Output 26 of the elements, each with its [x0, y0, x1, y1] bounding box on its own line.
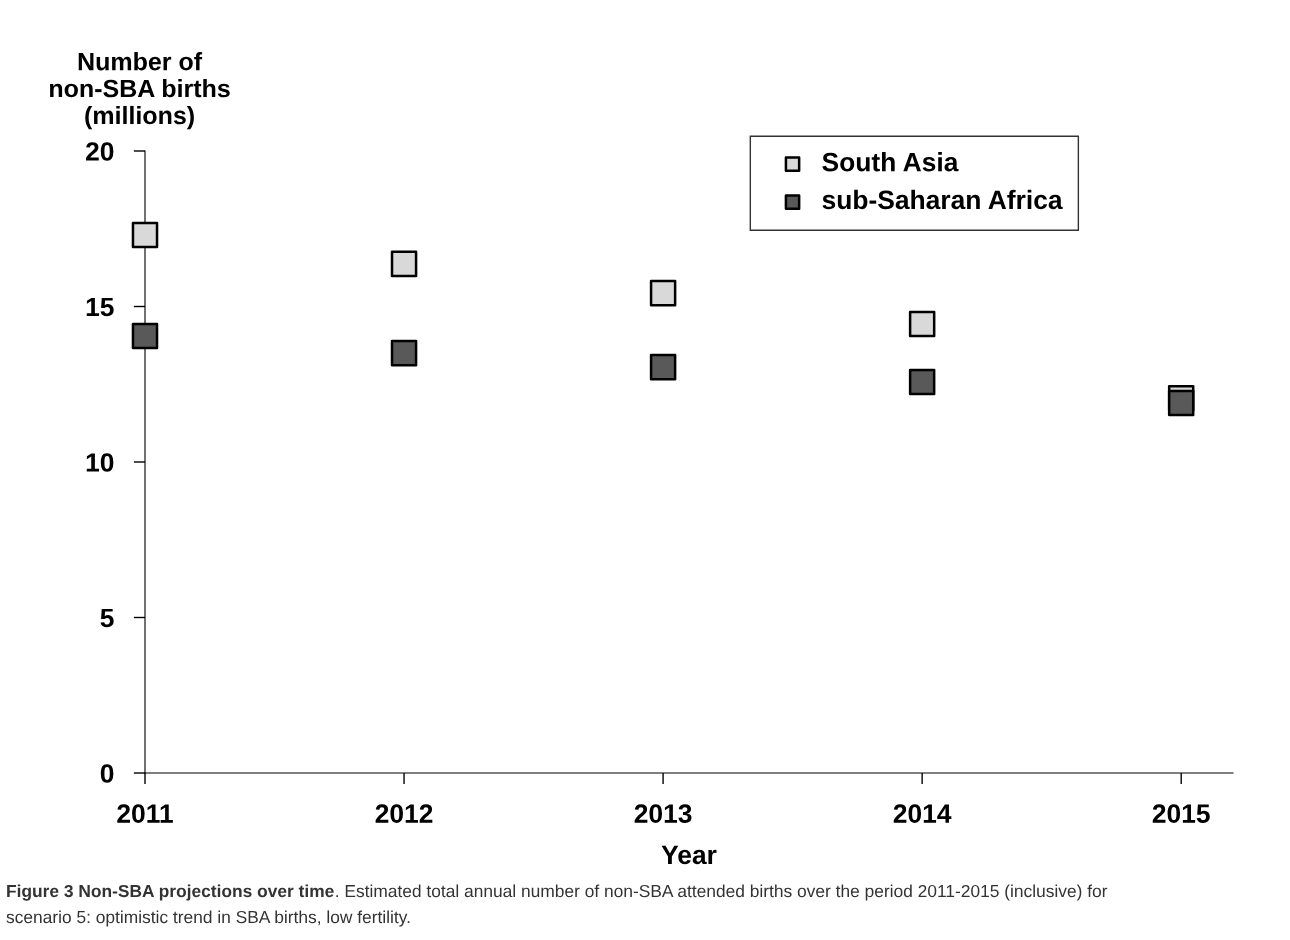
point — [649, 279, 677, 307]
x-tick-label: 2014 — [893, 804, 952, 823]
x-tick-label: 2013 — [634, 804, 692, 823]
point — [1167, 389, 1195, 417]
point — [649, 353, 677, 381]
point — [131, 322, 159, 350]
x-axis-title: Year — [661, 845, 717, 865]
x-tick-label: 2015 — [1152, 804, 1210, 823]
x-tick-label: 2011 — [117, 804, 173, 823]
y-tick-label: 5 — [100, 608, 114, 628]
x-tick-label: 2012 — [375, 804, 433, 823]
point — [390, 339, 418, 367]
point — [131, 221, 159, 249]
point — [390, 250, 418, 278]
point — [908, 368, 936, 396]
y-tick-label: 15 — [86, 297, 114, 317]
y-tick-label: 0 — [100, 764, 114, 783]
legend-label: sub-Saharan Africa — [822, 189, 1063, 210]
y-tick-label: 10 — [86, 453, 114, 472]
caption: Figure 3 Non-SBA projections over time — [7, 884, 334, 901]
text: . Estimated total annual number of non-SBA attended births over the period 2011-2015 (inclusive) for — [336, 884, 1108, 901]
text: scenario 5: optimistic trend in SBA births, low fertility. — [6, 910, 410, 927]
y-axis-title: Number of non-SBA births (millions) — [50, 52, 230, 130]
y-tick-label: 20 — [86, 142, 114, 161]
legend-label: South Asia — [822, 152, 959, 172]
point — [908, 310, 936, 338]
